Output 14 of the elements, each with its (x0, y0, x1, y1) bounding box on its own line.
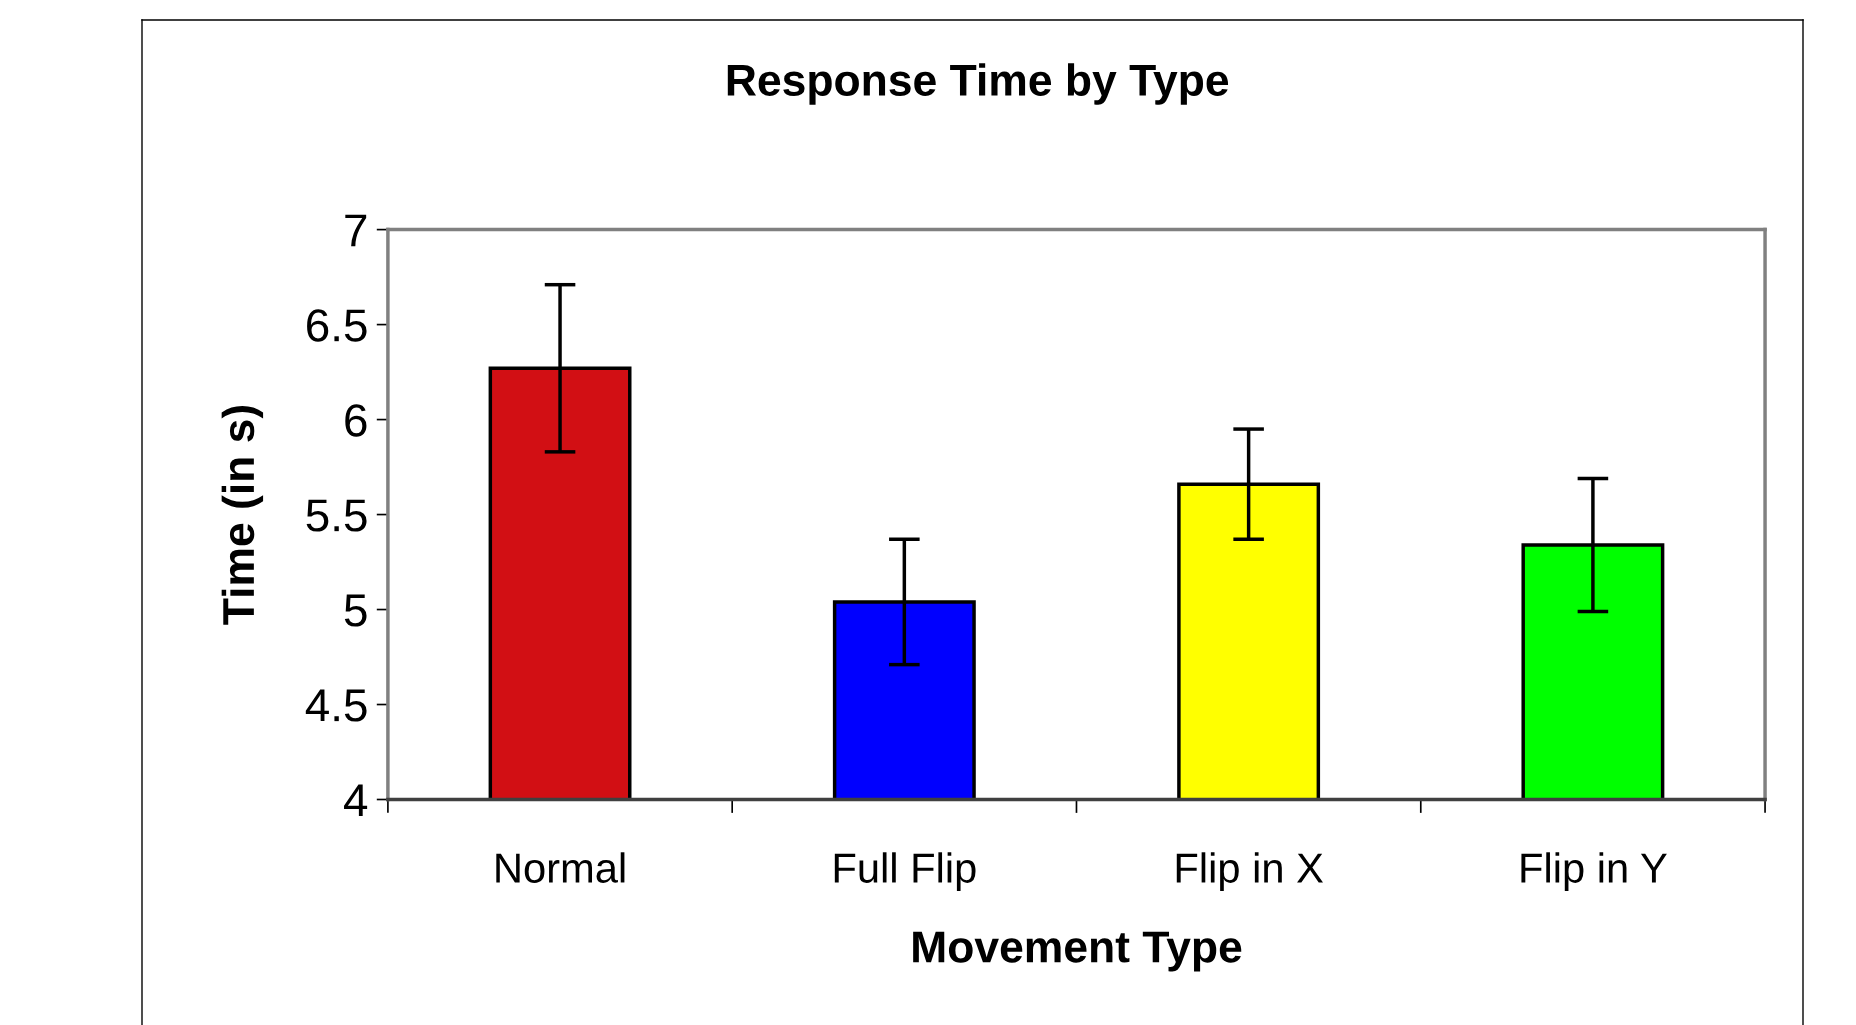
y-tick-label: 6 (345, 404, 367, 437)
y-tick-label: 6.5 (307, 309, 367, 342)
x-axis-title: Movement Type (913, 931, 1242, 972)
y-tick-label: 5.5 (306, 499, 367, 532)
chart-title: Response Time by Type (727, 63, 1229, 105)
y-tick-label: 7 (345, 214, 367, 247)
y-tick-label: 4 (344, 784, 368, 817)
x-tick-label: Flip in Y (1521, 852, 1667, 892)
x-tick-label: Normal (496, 852, 625, 883)
x-tick-label: Flip in X (1176, 852, 1324, 892)
y-tick-label: 4.5 (305, 689, 367, 722)
y-tick-label: 5 (344, 594, 367, 627)
y-axis-title: Time (in s) (221, 406, 264, 625)
x-tick-label: Full Flip (834, 852, 976, 892)
